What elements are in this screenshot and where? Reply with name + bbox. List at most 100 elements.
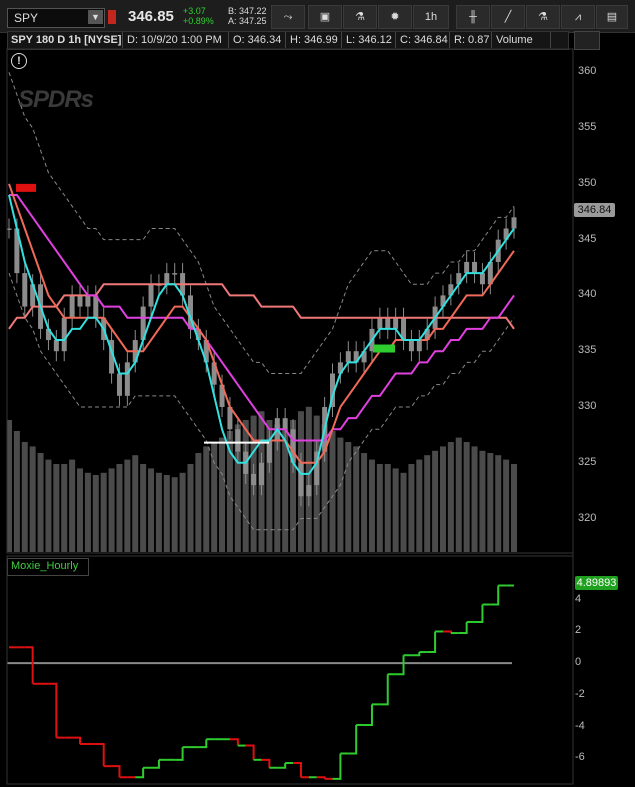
- volume-bar: [108, 468, 115, 552]
- volume-bar: [408, 464, 415, 552]
- volume-bar: [203, 446, 210, 552]
- candle-body: [282, 418, 288, 430]
- moxie-tick-label: -4: [575, 719, 585, 732]
- volume-bar: [400, 472, 407, 552]
- volume-bar: [416, 459, 423, 552]
- volume-bar: [163, 475, 170, 552]
- moxie-step: [229, 738, 239, 746]
- moxie-tick-label: 0: [575, 656, 582, 669]
- volume-bar: [37, 453, 44, 552]
- moxie-step: [379, 674, 389, 706]
- volume-bar: [140, 464, 147, 552]
- volume-bar: [148, 468, 155, 552]
- volume-bar: [61, 464, 68, 552]
- moxie-step: [135, 767, 145, 779]
- volume-bar: [384, 464, 391, 552]
- candle-body: [479, 273, 485, 285]
- moxie-tick-label: 4: [575, 592, 582, 605]
- volume-bar: [195, 453, 202, 552]
- low-value: L: 346.12: [346, 34, 392, 46]
- screenshot-icon[interactable]: ▣: [308, 5, 342, 29]
- flask-icon[interactable]: ⚗: [343, 5, 377, 29]
- volume-bar: [13, 431, 20, 552]
- volume-bar: [337, 437, 344, 552]
- drawing-line-icon[interactable]: ╱: [491, 5, 525, 29]
- candle-body: [22, 273, 28, 307]
- moxie-step: [490, 585, 500, 606]
- candle-body: [266, 440, 272, 463]
- date-value: D: 10/9/20 1:00 PM: [127, 34, 222, 46]
- candle-body: [235, 429, 241, 452]
- candle-style-icon[interactable]: ╫: [456, 5, 490, 29]
- candle-body: [69, 295, 75, 318]
- candle-body: [298, 462, 304, 497]
- volume-bar: [77, 468, 84, 552]
- volume-bar: [155, 472, 162, 552]
- volume-bar: [503, 459, 510, 552]
- volume-bar: [187, 464, 194, 552]
- moxie-step: [72, 736, 82, 744]
- moxie-step: [427, 631, 437, 654]
- volume-bar: [21, 442, 28, 552]
- volume-bar: [511, 464, 517, 552]
- volume-bar: [368, 459, 375, 552]
- buy-signal-marker: [373, 344, 395, 353]
- candle-body: [148, 284, 154, 307]
- moxie-tick-label: 2: [575, 624, 582, 637]
- volume-bar: [329, 431, 336, 552]
- moxie-step: [174, 747, 184, 761]
- price-tick-label: 355: [578, 121, 597, 134]
- candle-body: [61, 317, 67, 352]
- gear-icon[interactable]: ✹: [378, 5, 412, 29]
- volume-bar: [353, 446, 360, 552]
- candle-body: [77, 295, 83, 307]
- candle-body: [416, 340, 422, 352]
- candle-body: [511, 217, 517, 229]
- moxie-step: [316, 776, 326, 779]
- price-tick-label: 340: [578, 288, 597, 301]
- toolbar: SPY ▼ 346.85 +3.07 +0.89% B: 347.22 A: 3…: [0, 0, 635, 33]
- range-value: R: 0.87: [454, 34, 490, 46]
- candle-body: [259, 462, 264, 486]
- volume-bar: [447, 442, 454, 552]
- price-tick-label: 345: [578, 232, 597, 245]
- volume-bar: [29, 446, 36, 552]
- moxie-step: [332, 753, 342, 780]
- moxie-chart[interactable]: [7, 576, 572, 782]
- price-chart[interactable]: [7, 50, 572, 552]
- moxie-step: [24, 646, 34, 684]
- volume-bar: [471, 446, 478, 552]
- dropdown-icon[interactable]: ▼: [88, 10, 103, 24]
- interval-dropdown[interactable]: 1h: [413, 5, 449, 29]
- last-price-marker: 346.84: [574, 203, 615, 217]
- volume-bar: [487, 453, 494, 552]
- candle-body: [472, 261, 478, 274]
- ask-value: A: 347.25: [228, 16, 267, 26]
- moxie-last-value: 4.89893: [575, 576, 618, 590]
- moxie-step: [364, 704, 373, 726]
- moxie-step: [95, 742, 105, 767]
- studies-icon[interactable]: ⚗: [526, 5, 560, 29]
- share-icon[interactable]: ⤳: [271, 5, 305, 29]
- study-title: Moxie_Hourly: [11, 560, 79, 572]
- more-icon[interactable]: ▤: [596, 5, 628, 29]
- volume-label: Volume: [496, 34, 533, 46]
- price-tick-label: 325: [578, 455, 597, 468]
- volume-bar: [211, 442, 218, 552]
- drawing-tools-icon[interactable]: [574, 31, 600, 50]
- volume-bar: [124, 459, 131, 552]
- symbol-text: SPY: [14, 11, 39, 25]
- moxie-step: [198, 739, 208, 749]
- moxie-step: [48, 682, 58, 738]
- study-label[interactable]: Moxie_Hourly: [7, 558, 89, 576]
- symbol-field[interactable]: SPY ▼: [7, 8, 105, 28]
- candle-body: [7, 228, 12, 230]
- sell-signal-marker: [16, 183, 36, 192]
- pattern-icon[interactable]: ⩘: [561, 5, 595, 29]
- moxie-tick-label: -6: [575, 751, 585, 764]
- candle-body: [164, 273, 170, 285]
- alert-icon[interactable]: [108, 10, 116, 24]
- price-tick-label: 320: [578, 511, 597, 524]
- candle-body: [116, 373, 122, 396]
- candle-body: [53, 340, 59, 352]
